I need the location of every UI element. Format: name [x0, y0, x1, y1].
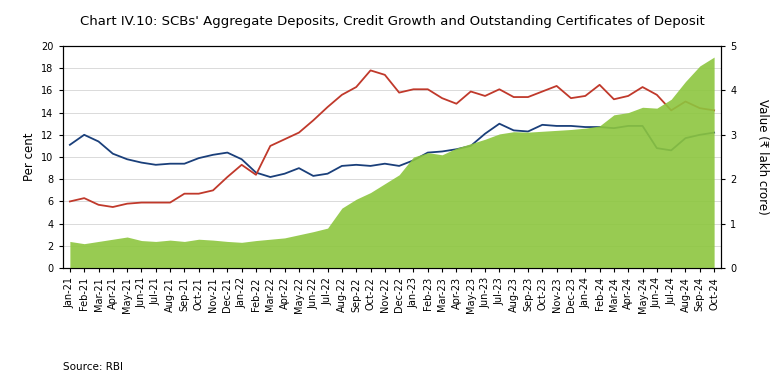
Y-axis label: Per cent: Per cent — [23, 133, 36, 181]
Text: Chart IV.10: SCBs' Aggregate Deposits, Credit Growth and Outstanding Certificate: Chart IV.10: SCBs' Aggregate Deposits, C… — [80, 15, 704, 28]
Text: Source: RBI: Source: RBI — [63, 362, 123, 372]
Y-axis label: Value (₹ lakh crore): Value (₹ lakh crore) — [756, 99, 769, 215]
